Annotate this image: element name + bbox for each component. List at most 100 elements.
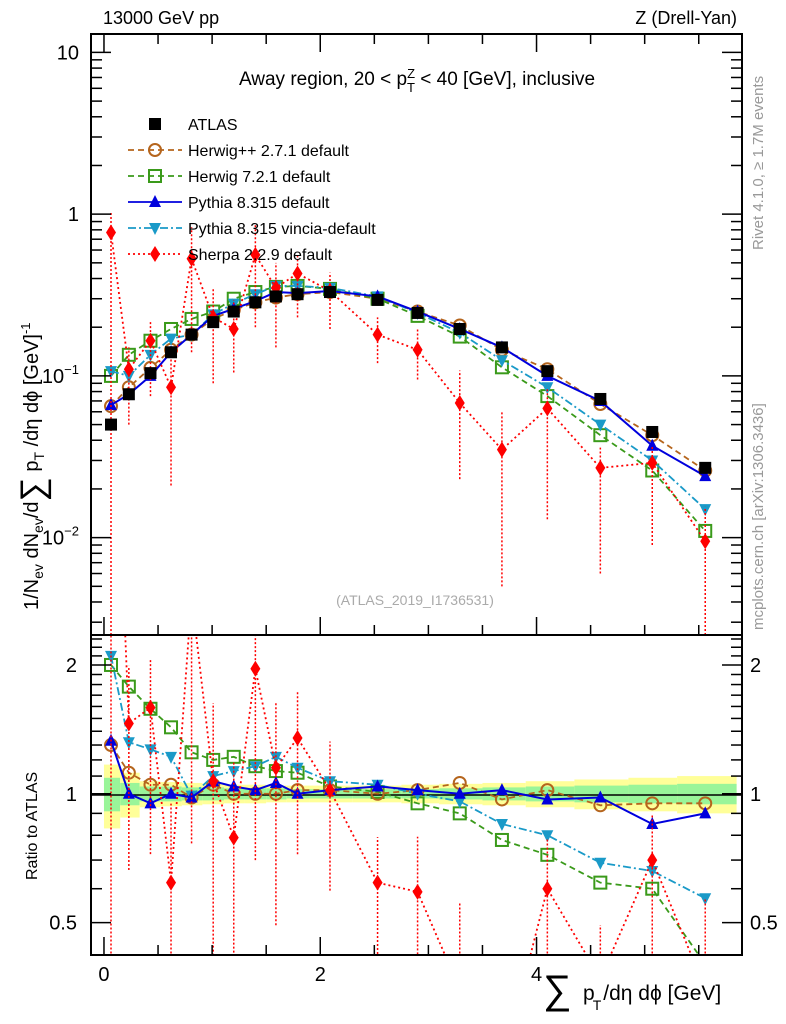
data-point bbox=[121, 347, 136, 362]
ratio-point bbox=[494, 832, 509, 847]
legend-item: Pythia 8.315 default bbox=[128, 195, 330, 212]
data-point bbox=[541, 382, 554, 395]
ratio-point bbox=[495, 818, 508, 831]
ratio-y-tick-label-right: 1 bbox=[750, 784, 761, 806]
ratio-point bbox=[249, 783, 262, 796]
ratio-point bbox=[593, 875, 608, 890]
legend-marker bbox=[150, 246, 160, 262]
ratio-panel: 0 2 4 2 2 1 1 0.5 0.5 Ratio to ATLAS ∑ pT/dη dϕ … bbox=[24, 588, 778, 1013]
legend-label: ATLAS bbox=[188, 117, 238, 134]
ratio-point bbox=[324, 782, 335, 799]
series-sherpa-2-2-9-default bbox=[106, 212, 711, 635]
data-point bbox=[542, 400, 553, 417]
ratio-point bbox=[645, 796, 660, 811]
legend-label: Sherpa 2.2.9 default bbox=[188, 247, 333, 264]
data-point bbox=[594, 419, 607, 432]
data-point bbox=[699, 469, 712, 482]
ratio-point bbox=[269, 775, 282, 788]
data-point bbox=[185, 328, 198, 341]
data-point bbox=[323, 286, 336, 299]
collision-label: 13000 GeV pp bbox=[103, 8, 219, 28]
ratio-point bbox=[412, 883, 423, 900]
ratio-series-herwig-7-2-1-default bbox=[104, 657, 711, 970]
ratio-point bbox=[166, 874, 177, 891]
data-point bbox=[123, 361, 134, 378]
series-line bbox=[110, 291, 706, 472]
ratio-line bbox=[124, 635, 693, 955]
legend-marker bbox=[148, 169, 162, 183]
process-label: Z (Drell-Yan) bbox=[635, 8, 737, 28]
legend-item: Pythia 8.315 vincia-default bbox=[128, 221, 376, 238]
ratio-point bbox=[250, 660, 261, 677]
ratio-point bbox=[411, 783, 424, 796]
data-point bbox=[411, 306, 424, 319]
ratio-point bbox=[371, 779, 384, 792]
analysis-id-label: (ATLAS_2019_I1736531) bbox=[336, 592, 494, 608]
data-point bbox=[166, 379, 177, 396]
data-point bbox=[269, 290, 282, 303]
data-point bbox=[228, 320, 239, 337]
legend-item: Sherpa 2.2.9 default bbox=[128, 246, 333, 264]
legend-marker bbox=[149, 223, 161, 235]
ratio-band-green bbox=[628, 784, 678, 804]
ratio-point bbox=[164, 720, 179, 735]
ratio-point bbox=[144, 796, 157, 809]
ratio-point bbox=[495, 783, 508, 796]
data-point bbox=[186, 250, 197, 267]
ratio-point bbox=[699, 958, 711, 970]
series-line bbox=[110, 289, 706, 478]
ratio-point bbox=[542, 880, 553, 897]
ratio-y-tick-label: 0.5 bbox=[49, 913, 77, 935]
y-axis-label-text: 1/Nev dNev/d∑ pT /dη dϕ [GeV]-1 bbox=[14, 322, 52, 610]
plot-title: Away region, 20 < pZ T < 40 [GeV], inclus… bbox=[239, 66, 595, 95]
ratio-y-axis-label: Ratio to ATLAS bbox=[24, 772, 41, 880]
ratio-point bbox=[452, 806, 467, 821]
title-prefix: Away region, 20 < p bbox=[239, 69, 407, 90]
data-point bbox=[291, 288, 304, 301]
ratio-point bbox=[699, 893, 712, 906]
ratio-point bbox=[292, 730, 303, 747]
legend-label: Pythia 8.315 vincia-default bbox=[188, 221, 376, 238]
series-line bbox=[110, 232, 706, 542]
data-point bbox=[496, 441, 507, 458]
data-point bbox=[595, 459, 606, 476]
legend-item: ATLAS bbox=[149, 117, 238, 134]
x-tick-label: 4 bbox=[531, 964, 542, 986]
series-line bbox=[110, 285, 706, 532]
data-point bbox=[105, 366, 118, 379]
ratio-point bbox=[269, 751, 282, 764]
legend-marker bbox=[149, 118, 161, 130]
main-y-tick-label: 10−1 bbox=[42, 362, 79, 388]
data-point bbox=[105, 418, 118, 431]
legend-label: Herwig++ 2.7.1 default bbox=[188, 143, 350, 160]
ratio-line bbox=[110, 655, 706, 900]
ratio-point bbox=[453, 786, 466, 799]
data-point bbox=[646, 425, 659, 438]
data-point bbox=[227, 305, 240, 318]
ratio-point bbox=[541, 792, 554, 805]
ratio-y-tick-label: 2 bbox=[66, 655, 77, 677]
ratio-clip bbox=[104, 588, 713, 970]
ratio-point bbox=[121, 765, 136, 780]
ratio-point bbox=[208, 773, 219, 790]
data-point bbox=[594, 392, 607, 405]
data-point bbox=[371, 293, 384, 306]
data-point bbox=[106, 224, 117, 241]
ratio-point bbox=[270, 759, 281, 776]
ratio-series-sherpa-2-2-9-default bbox=[110, 588, 706, 955]
data-point bbox=[412, 341, 423, 358]
ratio-series-pythia-8-315-vincia-default bbox=[105, 650, 712, 906]
data-point bbox=[164, 321, 179, 336]
title-sub: T bbox=[407, 80, 415, 95]
data-point bbox=[184, 311, 199, 326]
main-y-tick-label: 1 bbox=[68, 204, 79, 226]
ratio-point bbox=[453, 796, 466, 809]
ratio-point bbox=[227, 779, 240, 792]
ratio-point bbox=[699, 806, 712, 819]
ratio-point bbox=[187, 588, 197, 604]
ratio-point bbox=[645, 881, 660, 896]
ratio-point bbox=[145, 699, 156, 716]
legend-marker bbox=[149, 195, 161, 207]
rivet-version-label: Rivet 4.1.0, ≥ 1.7M events bbox=[750, 76, 767, 250]
